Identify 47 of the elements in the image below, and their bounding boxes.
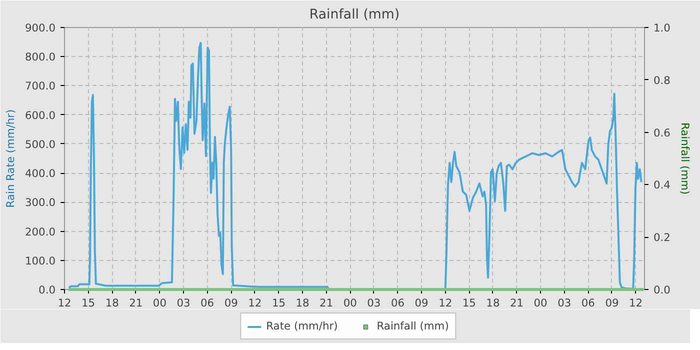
x-tick-label: 15 [272, 296, 286, 310]
line-series [68, 42, 642, 290]
x-tick-label: 15 [82, 296, 96, 310]
x-tick-label: 06 [390, 296, 405, 310]
x-tick-label: 09 [414, 296, 429, 310]
chart-title: Rainfall (mm) [309, 8, 400, 22]
x-tick-label: 06 [581, 296, 596, 310]
x-tick-label: 03 [176, 296, 190, 310]
x-tick-label: 06 [200, 296, 214, 310]
y-tick-label: 400.0 [24, 167, 56, 180]
y-tick-label: 0.0 [38, 284, 56, 296]
y-tick-label: 600.0 [24, 108, 56, 122]
x-tick-label: 00 [534, 296, 548, 310]
legend-label: Rate (mm/hr) [266, 320, 338, 332]
y2-tick-label: 0.4 [654, 178, 671, 192]
x-tick-label: 00 [152, 296, 167, 310]
x-tick-label: 12 [628, 296, 643, 310]
y2-tick-label: 0.2 [654, 231, 670, 244]
x-tick-label: 12 [438, 296, 452, 310]
x-tick-label: 03 [367, 296, 381, 310]
y-tick-label: 200.0 [24, 225, 56, 238]
x-tick-label: 21 [510, 296, 524, 310]
x-tick-label: 15 [462, 296, 476, 310]
y-tick-label: 800.0 [24, 50, 56, 64]
y-tick-label: 700.0 [24, 80, 56, 93]
legend-label: Rainfall (mm) [376, 320, 449, 332]
x-tick-label: 21 [129, 296, 143, 310]
y2-tick-label: 0.0 [654, 284, 671, 296]
y2-tick-label: 0.6 [654, 126, 671, 140]
y-axis-title: Rain Rate (mm/hr) [4, 109, 17, 208]
x-tick-label: 18 [105, 296, 120, 310]
y-tick-label: 900.0 [24, 22, 56, 34]
x-tick-label: 18 [486, 296, 500, 310]
y2-tick-label: 1.0 [654, 22, 671, 34]
x-tick-label: 00 [343, 296, 358, 310]
x-tick-label: 12 [248, 296, 262, 310]
y-tick-label: 100.0 [24, 254, 56, 268]
x-tick-label: 21 [320, 296, 334, 310]
x-tick-label: 03 [558, 296, 572, 310]
x-tick-label: 12 [58, 296, 72, 310]
y-tick-label: 300.0 [24, 196, 56, 210]
y-tick-label: 500.0 [24, 138, 56, 151]
x-tick-label: 09 [224, 296, 238, 310]
y2-tick-label: 0.8 [654, 74, 671, 87]
y2-axis-title: Rainfall (mm) [678, 122, 692, 195]
x-tick-label: 09 [605, 296, 619, 310]
x-tick-label: 18 [296, 296, 310, 310]
